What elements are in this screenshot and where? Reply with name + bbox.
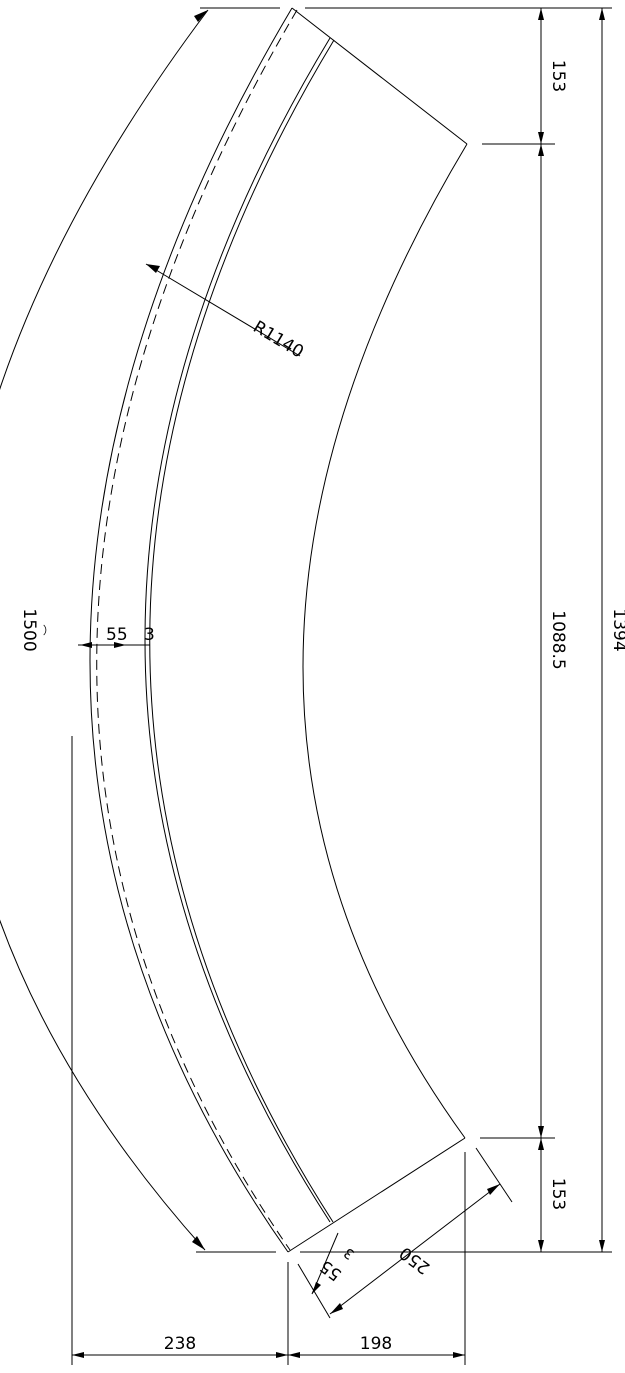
arrow-b4 — [453, 1352, 465, 1358]
end-arrow-bottom — [330, 1303, 343, 1314]
radius-label: R1140 — [249, 317, 307, 362]
arrow-t1 — [599, 8, 605, 20]
arrow-b1 — [72, 1352, 84, 1358]
arc-length-dim-line — [0, 9, 209, 1251]
inner-wall-arc-2 — [149, 39, 335, 1223]
bottom-end-line — [287, 1137, 466, 1253]
arc-length-label: 1500 — [19, 608, 39, 651]
end-width-dimension: 250 55 3 — [297, 1147, 513, 1319]
arc-arrow-top — [194, 10, 208, 22]
arrow-a4 — [538, 1126, 544, 1138]
arrow-a3 — [538, 144, 544, 156]
wall-arrow-left — [80, 642, 92, 648]
inner-concave-arc — [302, 143, 468, 1139]
wall-outer-label: 55 — [106, 625, 128, 645]
radius-arrow — [146, 264, 160, 273]
wall-arrow-mid — [114, 642, 126, 648]
top-end-line — [291, 7, 468, 145]
arc-length-arc-mark: ⌒ — [34, 625, 47, 636]
arrow-a1 — [538, 8, 544, 20]
radius-dimension: R1140 — [145, 263, 307, 362]
outer-edge-arc — [89, 7, 293, 1253]
end-dim-line — [329, 1183, 501, 1315]
arrow-t2 — [599, 1240, 605, 1252]
arrow-a5 — [538, 1138, 544, 1150]
total-height-label: 1394 — [609, 608, 625, 651]
end-arrow-top — [487, 1184, 500, 1195]
bottom-left-label: 238 — [164, 1334, 196, 1354]
wall-inner-label: 3 — [144, 625, 155, 645]
wall-thickness-dimension: 55 3 — [78, 625, 155, 648]
arrow-b2 — [276, 1352, 288, 1358]
arc-length-dimension: 1500 ⌒ — [0, 7, 280, 1253]
end-width-label: 250 — [396, 1242, 434, 1278]
end-wall-arrow — [312, 1282, 321, 1294]
end-wall-outer-label: 55 — [316, 1255, 345, 1284]
radius-leader — [145, 263, 301, 357]
end-wall-inner-label: 3 — [341, 1244, 358, 1262]
arrow-b3 — [288, 1352, 300, 1358]
middle-height-label: 1088.5 — [548, 610, 568, 669]
right-dimensions: 153 1088.5 153 1394 — [300, 7, 625, 1253]
bottom-dimensions: 238 198 — [71, 736, 466, 1365]
end-ext-top — [475, 1147, 513, 1203]
dashed-wall-arc — [96, 9, 298, 1251]
arrow-a6 — [538, 1240, 544, 1252]
inner-wall-arc-1 — [144, 37, 331, 1223]
bottom-offset-label: 153 — [548, 1178, 568, 1210]
arrow-a2 — [538, 132, 544, 144]
curved-part — [89, 7, 468, 1253]
top-offset-label: 153 — [548, 60, 568, 92]
arc-arrow-bottom — [192, 1236, 205, 1250]
bottom-right-label: 198 — [360, 1334, 392, 1354]
